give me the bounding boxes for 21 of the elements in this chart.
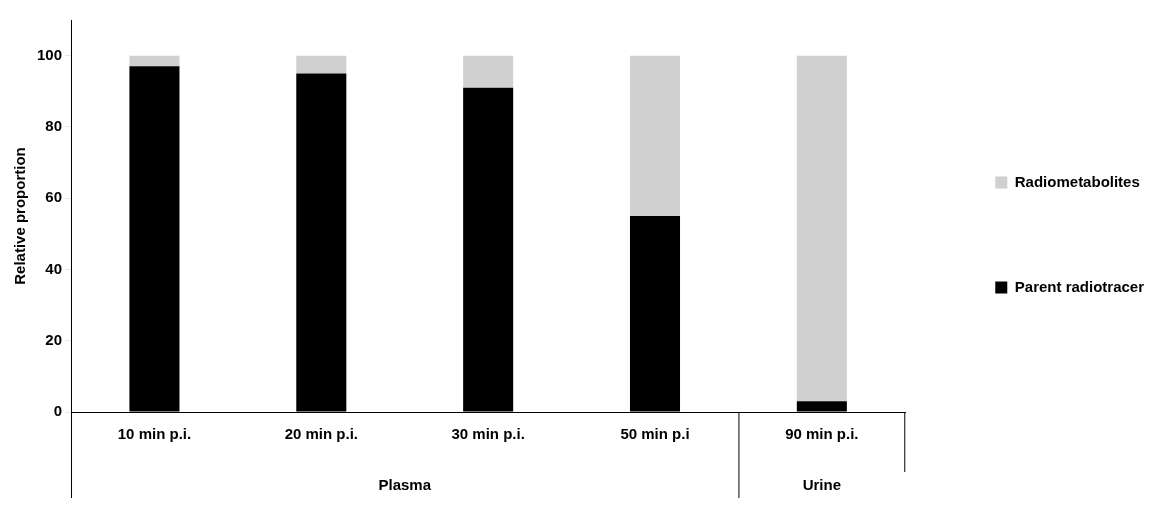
legend-label: Radiometabolites (1014, 172, 1140, 190)
bar (796, 55, 847, 402)
y-tick-label: 20 (45, 330, 63, 348)
text: Plasma (378, 476, 432, 494)
bar (463, 55, 514, 88)
bar (296, 55, 347, 74)
y-tick-label: 60 (45, 188, 63, 206)
y-axis-title: Relative proportion (11, 147, 29, 285)
x-tick-label: 10 min p.i. (117, 425, 192, 443)
bar (629, 55, 681, 216)
y-tick-label: 40 (45, 259, 63, 277)
x-tick-label: 30 min p.i. (451, 425, 525, 443)
y-tick-label: 80 (45, 117, 63, 135)
x-tick-label: 90 min p.i. (785, 425, 859, 443)
y-tick-label: 0 (53, 402, 63, 420)
x-tick-label: 50 min p.i (620, 425, 690, 443)
y-tick-label: 100 (37, 45, 63, 63)
text: Urine (802, 476, 842, 494)
legend-label: Parent radiotracer (1014, 277, 1145, 295)
bar (129, 55, 180, 67)
x-tick-label: 20 min p.i. (284, 425, 358, 443)
